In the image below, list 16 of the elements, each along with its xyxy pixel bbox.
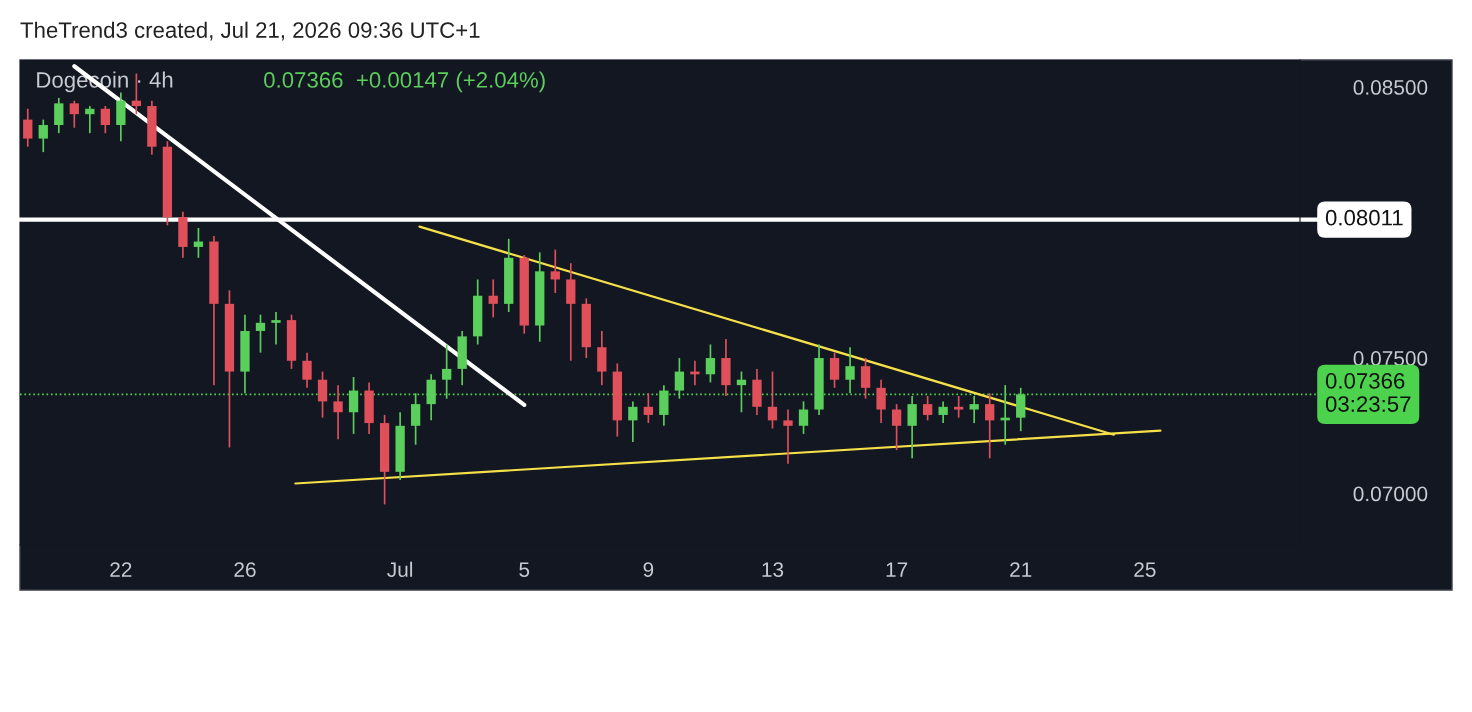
chart-subtitle: 0.07366 +0.00147 (+2.04%)	[264, 71, 545, 93]
ref-line-label: 0.07366 03:23:57	[1325, 373, 1411, 412]
x-tick-label: 26	[234, 562, 256, 577]
x-tick-label: 22	[110, 562, 132, 577]
text: TheTrend3 created, Jul 21, 2026 09:36 UTC+1	[20, 21, 480, 41]
x-tick-label: 9	[643, 562, 654, 577]
y-tick-label: 0.07500	[1353, 351, 1428, 366]
x-tick-label: 25	[1134, 562, 1156, 577]
y-tick-label: 0.07000	[1353, 486, 1428, 502]
x-tick-label: 13	[762, 562, 784, 577]
x-tick-label: Jul	[387, 561, 413, 577]
x-tick-label: 21	[1010, 562, 1032, 577]
y-tick-label: 0.08500	[1353, 80, 1428, 95]
x-tick-label: 17	[886, 562, 908, 577]
x-tick-label: 5	[519, 562, 530, 577]
ref-line-label: 0.08011	[1325, 209, 1403, 226]
